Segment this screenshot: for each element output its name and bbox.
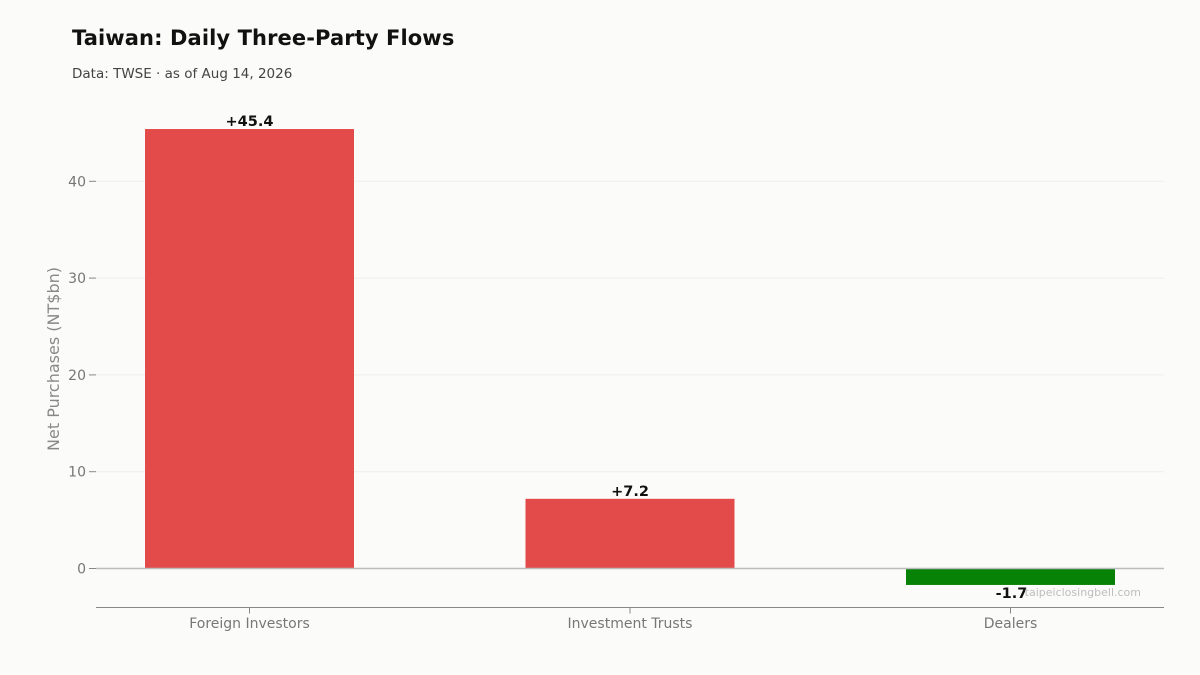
data-labels: +45.4 +7.2 -1.7 (226, 114, 1028, 602)
watermark: taipeiclosingbell.com (1025, 586, 1141, 599)
axes: 0 10 20 30 40 Foreign Investors Investment Tru… (68, 174, 1164, 632)
bar-foreign-investors (145, 129, 354, 569)
data-label: -1.7 (996, 586, 1028, 602)
y-tick-label: 40 (68, 174, 86, 190)
x-tick-label: Dealers (984, 616, 1038, 632)
chart-subtitle: Data: TWSE · as of Aug 14, 2026 (72, 66, 293, 82)
chart-title: Taiwan: Daily Three-Party Flows (72, 26, 455, 50)
x-tick-label: Foreign Investors (189, 616, 310, 632)
y-tick-label: 20 (68, 368, 86, 384)
bars (145, 129, 1115, 585)
y-tick-label: 0 (77, 562, 86, 578)
data-label: +45.4 (226, 114, 274, 130)
y-tick-label: 30 (68, 271, 86, 287)
y-axis-label: Net Purchases (NT$bn) (44, 267, 63, 451)
bar-dealers (906, 568, 1115, 585)
data-label: +7.2 (611, 484, 649, 500)
y-tick-label: 10 (68, 465, 86, 481)
bar-investment-trusts (525, 498, 735, 569)
x-tick-label: Investment Trusts (568, 616, 693, 632)
